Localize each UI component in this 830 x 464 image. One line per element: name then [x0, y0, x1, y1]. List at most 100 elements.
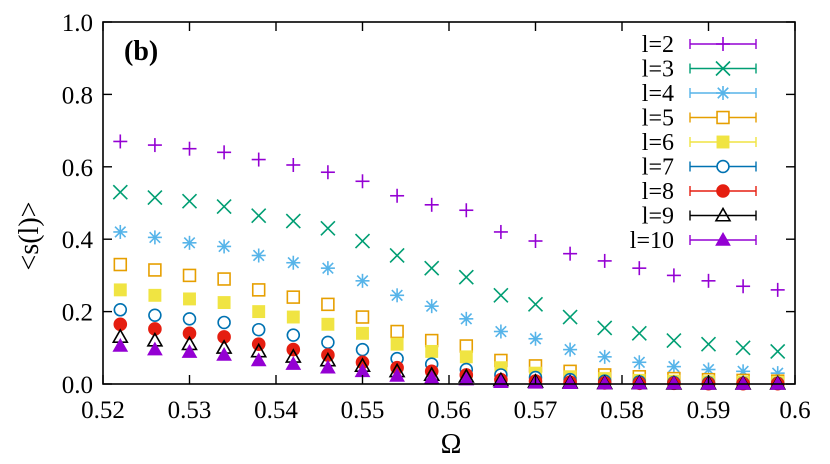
legend-marker: [714, 206, 732, 222]
legend-item: l=3: [642, 57, 757, 83]
data-point: [562, 375, 578, 390]
legend-marker: [715, 231, 731, 246]
data-point: [562, 309, 578, 325]
data-point: [563, 246, 578, 261]
data-point: [112, 184, 128, 200]
data-point: [217, 145, 232, 160]
data-point: [528, 234, 543, 249]
x-tick-label: 0.56: [427, 397, 471, 424]
data-point: [251, 152, 266, 167]
legend-label: l=5: [642, 106, 674, 132]
data-point: [113, 134, 128, 149]
data-point: [320, 261, 335, 276]
data-point: [770, 343, 786, 359]
data-point: [493, 324, 508, 339]
data-point: [217, 330, 231, 344]
legend-item: l=8: [642, 179, 757, 205]
x-tick-label: 0.52: [81, 397, 125, 424]
legend-marker: [715, 60, 731, 77]
x-axis-label: Ω: [441, 429, 462, 460]
data-point: [286, 290, 301, 304]
y-tick-label: 0.8: [62, 82, 93, 109]
data-point: [251, 248, 266, 263]
data-point: [217, 315, 231, 330]
x-tick-label: 0.6: [779, 397, 810, 424]
data-point: [148, 288, 162, 302]
data-point: [320, 220, 336, 236]
legend-item: l=5: [642, 106, 757, 132]
data-point: [424, 260, 440, 276]
data-point: [459, 311, 474, 326]
legend-marker: [716, 110, 730, 125]
data-point: [251, 208, 267, 224]
legend-marker: [716, 135, 730, 149]
data-point: [596, 375, 613, 390]
data-point: [183, 292, 196, 306]
data-point: [147, 138, 162, 153]
data-point: [321, 335, 335, 350]
data-point: [148, 308, 162, 322]
panel-label: (b): [124, 36, 158, 67]
legend-label: l=3: [642, 57, 674, 83]
data-point: [182, 326, 197, 341]
data-point: [770, 282, 785, 297]
data-point: [459, 203, 474, 218]
data-point: [217, 239, 232, 254]
series-l=3: [112, 184, 786, 359]
legend-marker: [716, 86, 730, 100]
y-tick-label: 0.2: [62, 300, 93, 327]
data-point: [735, 340, 751, 356]
data-point: [112, 337, 129, 352]
data-point: [321, 297, 335, 312]
data-point: [493, 224, 508, 239]
data-point: [251, 283, 266, 297]
data-point: [355, 273, 370, 288]
y-axis-label: <s(l)>: [14, 202, 45, 271]
data-point: [666, 268, 681, 283]
legend-label: l=10: [630, 228, 674, 254]
data-point: [147, 341, 163, 356]
data-point: [216, 347, 232, 361]
x-tick-labels: 0.52 0.53 0.54 0.55 0.56 0.57 0.58 0.59 0.6: [81, 397, 811, 424]
y-tick-label: 1.0: [62, 10, 93, 37]
data-point: [217, 272, 231, 286]
data-point: [113, 303, 128, 317]
data-point: [424, 333, 439, 348]
legend-item: l=9: [642, 204, 757, 230]
data-point: [285, 356, 302, 370]
data-point: [286, 310, 300, 324]
data-point: [666, 359, 681, 374]
data-point: [356, 326, 369, 340]
legend-item: l=2: [642, 32, 757, 58]
data-point: [355, 342, 370, 357]
data-point: [736, 279, 751, 294]
legend-marker: [716, 37, 730, 51]
legend-item: l=10: [630, 228, 757, 254]
data-point: [666, 332, 682, 349]
data-point: [250, 352, 267, 367]
x-tick-label: 0.58: [600, 397, 644, 424]
data-point: [148, 263, 162, 277]
data-point: [769, 375, 786, 390]
x-tick-label: 0.54: [254, 397, 298, 424]
data-point: [563, 342, 578, 357]
legend-marker: [716, 159, 730, 174]
data-point: [632, 261, 647, 276]
data-point: [354, 233, 371, 249]
data-point: [701, 273, 716, 288]
data-point: [320, 359, 336, 374]
data-point: [735, 375, 751, 390]
legend-marker: [716, 184, 730, 198]
data-point: [355, 174, 370, 189]
axis-ticks: [102, 21, 796, 385]
data-point: [182, 141, 197, 156]
series-l=6: [113, 283, 785, 390]
y-tick-labels: 0.0 0.2 0.4 0.6 0.8 1.0: [62, 10, 94, 399]
data-point: [597, 349, 612, 364]
legend-item: l=7: [642, 155, 757, 181]
data-point: [181, 193, 198, 209]
data-point: [493, 287, 509, 303]
series-l=4: [113, 224, 785, 381]
data-point: [148, 322, 162, 336]
